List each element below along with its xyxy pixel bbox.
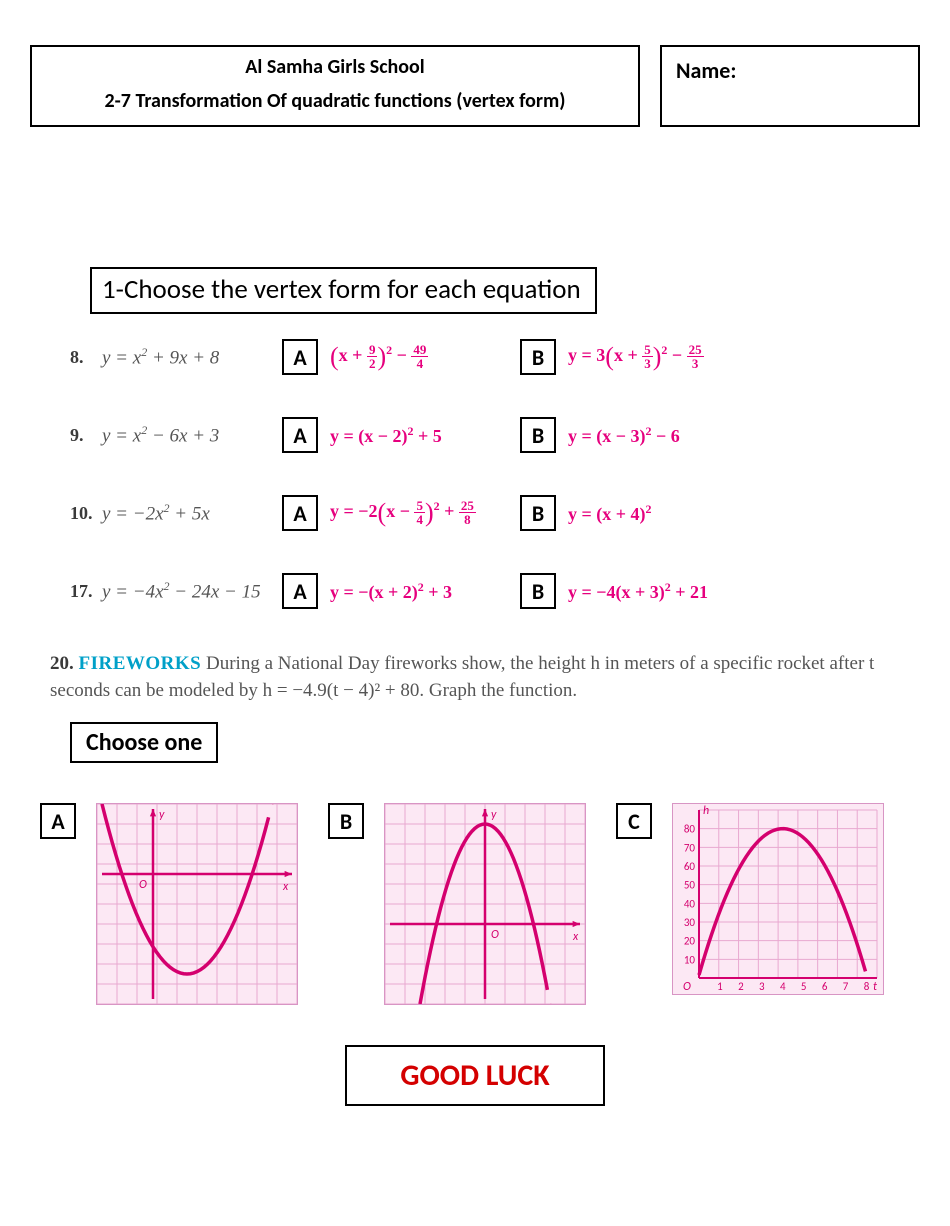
option-a-answer: y = −(x + 2)2 + 3 (330, 580, 520, 603)
svg-text:70: 70 (684, 842, 696, 855)
option-b-box[interactable]: B (520, 417, 556, 453)
option-a-answer: (x + 92)2 − 494 (330, 342, 520, 372)
questions-list: 8.y = x2 + 9x + 8A(x + 92)2 − 494By = 3(… (30, 339, 920, 609)
graph-a: Ox y (96, 803, 298, 1005)
svg-text:60: 60 (684, 860, 696, 873)
name-field-box[interactable]: Name: (660, 45, 920, 127)
question-topic: FIREWORKS (79, 653, 202, 674)
svg-text:x: x (282, 880, 289, 894)
option-b-box[interactable]: B (520, 573, 556, 609)
question-equation: y = −2x2 + 5x (102, 501, 282, 525)
question-equation: y = −4x2 − 24x − 15 (102, 579, 282, 603)
option-a-box[interactable]: A (282, 573, 318, 609)
option-a-box: A (40, 803, 76, 839)
svg-text:x: x (572, 930, 579, 944)
question-number: 10. (70, 503, 102, 524)
svg-text:3: 3 (759, 980, 765, 993)
svg-text:40: 40 (684, 898, 696, 911)
title-box: Al Samha Girls School 2-7 Transformation… (30, 45, 640, 127)
option-c-box: C (616, 803, 652, 839)
question-equation: y = x2 − 6x + 3 (102, 423, 282, 447)
question-row: 17.y = −4x2 − 24x − 15Ay = −(x + 2)2 + 3… (70, 573, 920, 609)
question-number: 20. (50, 653, 74, 674)
word-problem-20: 20. FIREWORKS During a National Day fire… (50, 651, 900, 704)
graph-option-b[interactable]: B Ox y (328, 803, 586, 1005)
svg-text:10: 10 (684, 954, 696, 967)
graph-options: A Ox y B Ox y C 10 20 30 40 50 60 70 80 1 2 3 4 5 6 7 8 Oh… (40, 803, 920, 1005)
option-a-box[interactable]: A (282, 417, 318, 453)
svg-text:y: y (491, 808, 497, 822)
option-a-box[interactable]: A (282, 495, 318, 531)
worksheet-header: Al Samha Girls School 2-7 Transformation… (30, 45, 920, 127)
svg-text:6: 6 (822, 980, 828, 993)
question-number: 17. (70, 581, 102, 602)
question-number: 9. (70, 425, 102, 446)
question-row: 9.y = x2 − 6x + 3Ay = (x − 2)2 + 5By = (… (70, 417, 920, 453)
svg-text:20: 20 (684, 935, 696, 948)
option-b-answer: y = (x + 4)2 (568, 502, 758, 525)
option-b-answer: y = −4(x + 3)2 + 21 (568, 580, 758, 603)
option-a-box[interactable]: A (282, 339, 318, 375)
svg-text:30: 30 (684, 916, 696, 929)
svg-text:8: 8 (864, 980, 870, 993)
svg-text:y: y (159, 808, 165, 822)
svg-text:80: 80 (684, 823, 696, 836)
name-label: Name: (676, 57, 736, 84)
graph-option-c[interactable]: C 102030405060708012345678Oht (616, 803, 884, 995)
option-b-box: B (328, 803, 364, 839)
question-row: 8.y = x2 + 9x + 8A (x + 92)2 − 494By = 3(… (70, 339, 920, 375)
question-equation: y = x2 + 9x + 8 (102, 345, 282, 369)
svg-text:O: O (683, 980, 691, 994)
graph-option-a[interactable]: A Ox y (40, 803, 298, 1005)
svg-text:O: O (139, 878, 147, 892)
question-number: 8. (70, 347, 102, 368)
option-a-answer: y = (x − 2)2 + 5 (330, 424, 520, 447)
svg-text:O: O (491, 928, 499, 942)
option-b-box[interactable]: B (520, 339, 556, 375)
option-a-answer: y = −2(x − 54)2 + 258 (330, 498, 520, 528)
question-row: 10.y = −2x2 + 5xAy = −2(x − 54)2 + 258By… (70, 495, 920, 531)
option-b-answer: y = (x − 3)2 − 6 (568, 424, 758, 447)
graph-c: 102030405060708012345678Oht (672, 803, 884, 995)
option-b-answer: y = 3(x + 53)2 − 253 (568, 342, 758, 372)
good-luck: GOOD LUCK (345, 1045, 605, 1106)
svg-text:5: 5 (801, 980, 807, 993)
school-name: Al Samha Girls School (48, 55, 622, 79)
svg-text:2: 2 (738, 980, 744, 993)
svg-text:4: 4 (780, 980, 786, 993)
svg-text:7: 7 (843, 980, 849, 993)
svg-text:1: 1 (717, 980, 723, 993)
lesson-title: 2-7 Transformation Of quadratic function… (48, 89, 622, 113)
section-1-title: 1-Choose the vertex form for each equati… (90, 267, 597, 314)
graph-b: Ox y (384, 803, 586, 1005)
option-b-box[interactable]: B (520, 495, 556, 531)
svg-text:50: 50 (684, 879, 696, 892)
choose-one-label: Choose one (70, 722, 218, 763)
svg-text:h: h (703, 804, 709, 818)
